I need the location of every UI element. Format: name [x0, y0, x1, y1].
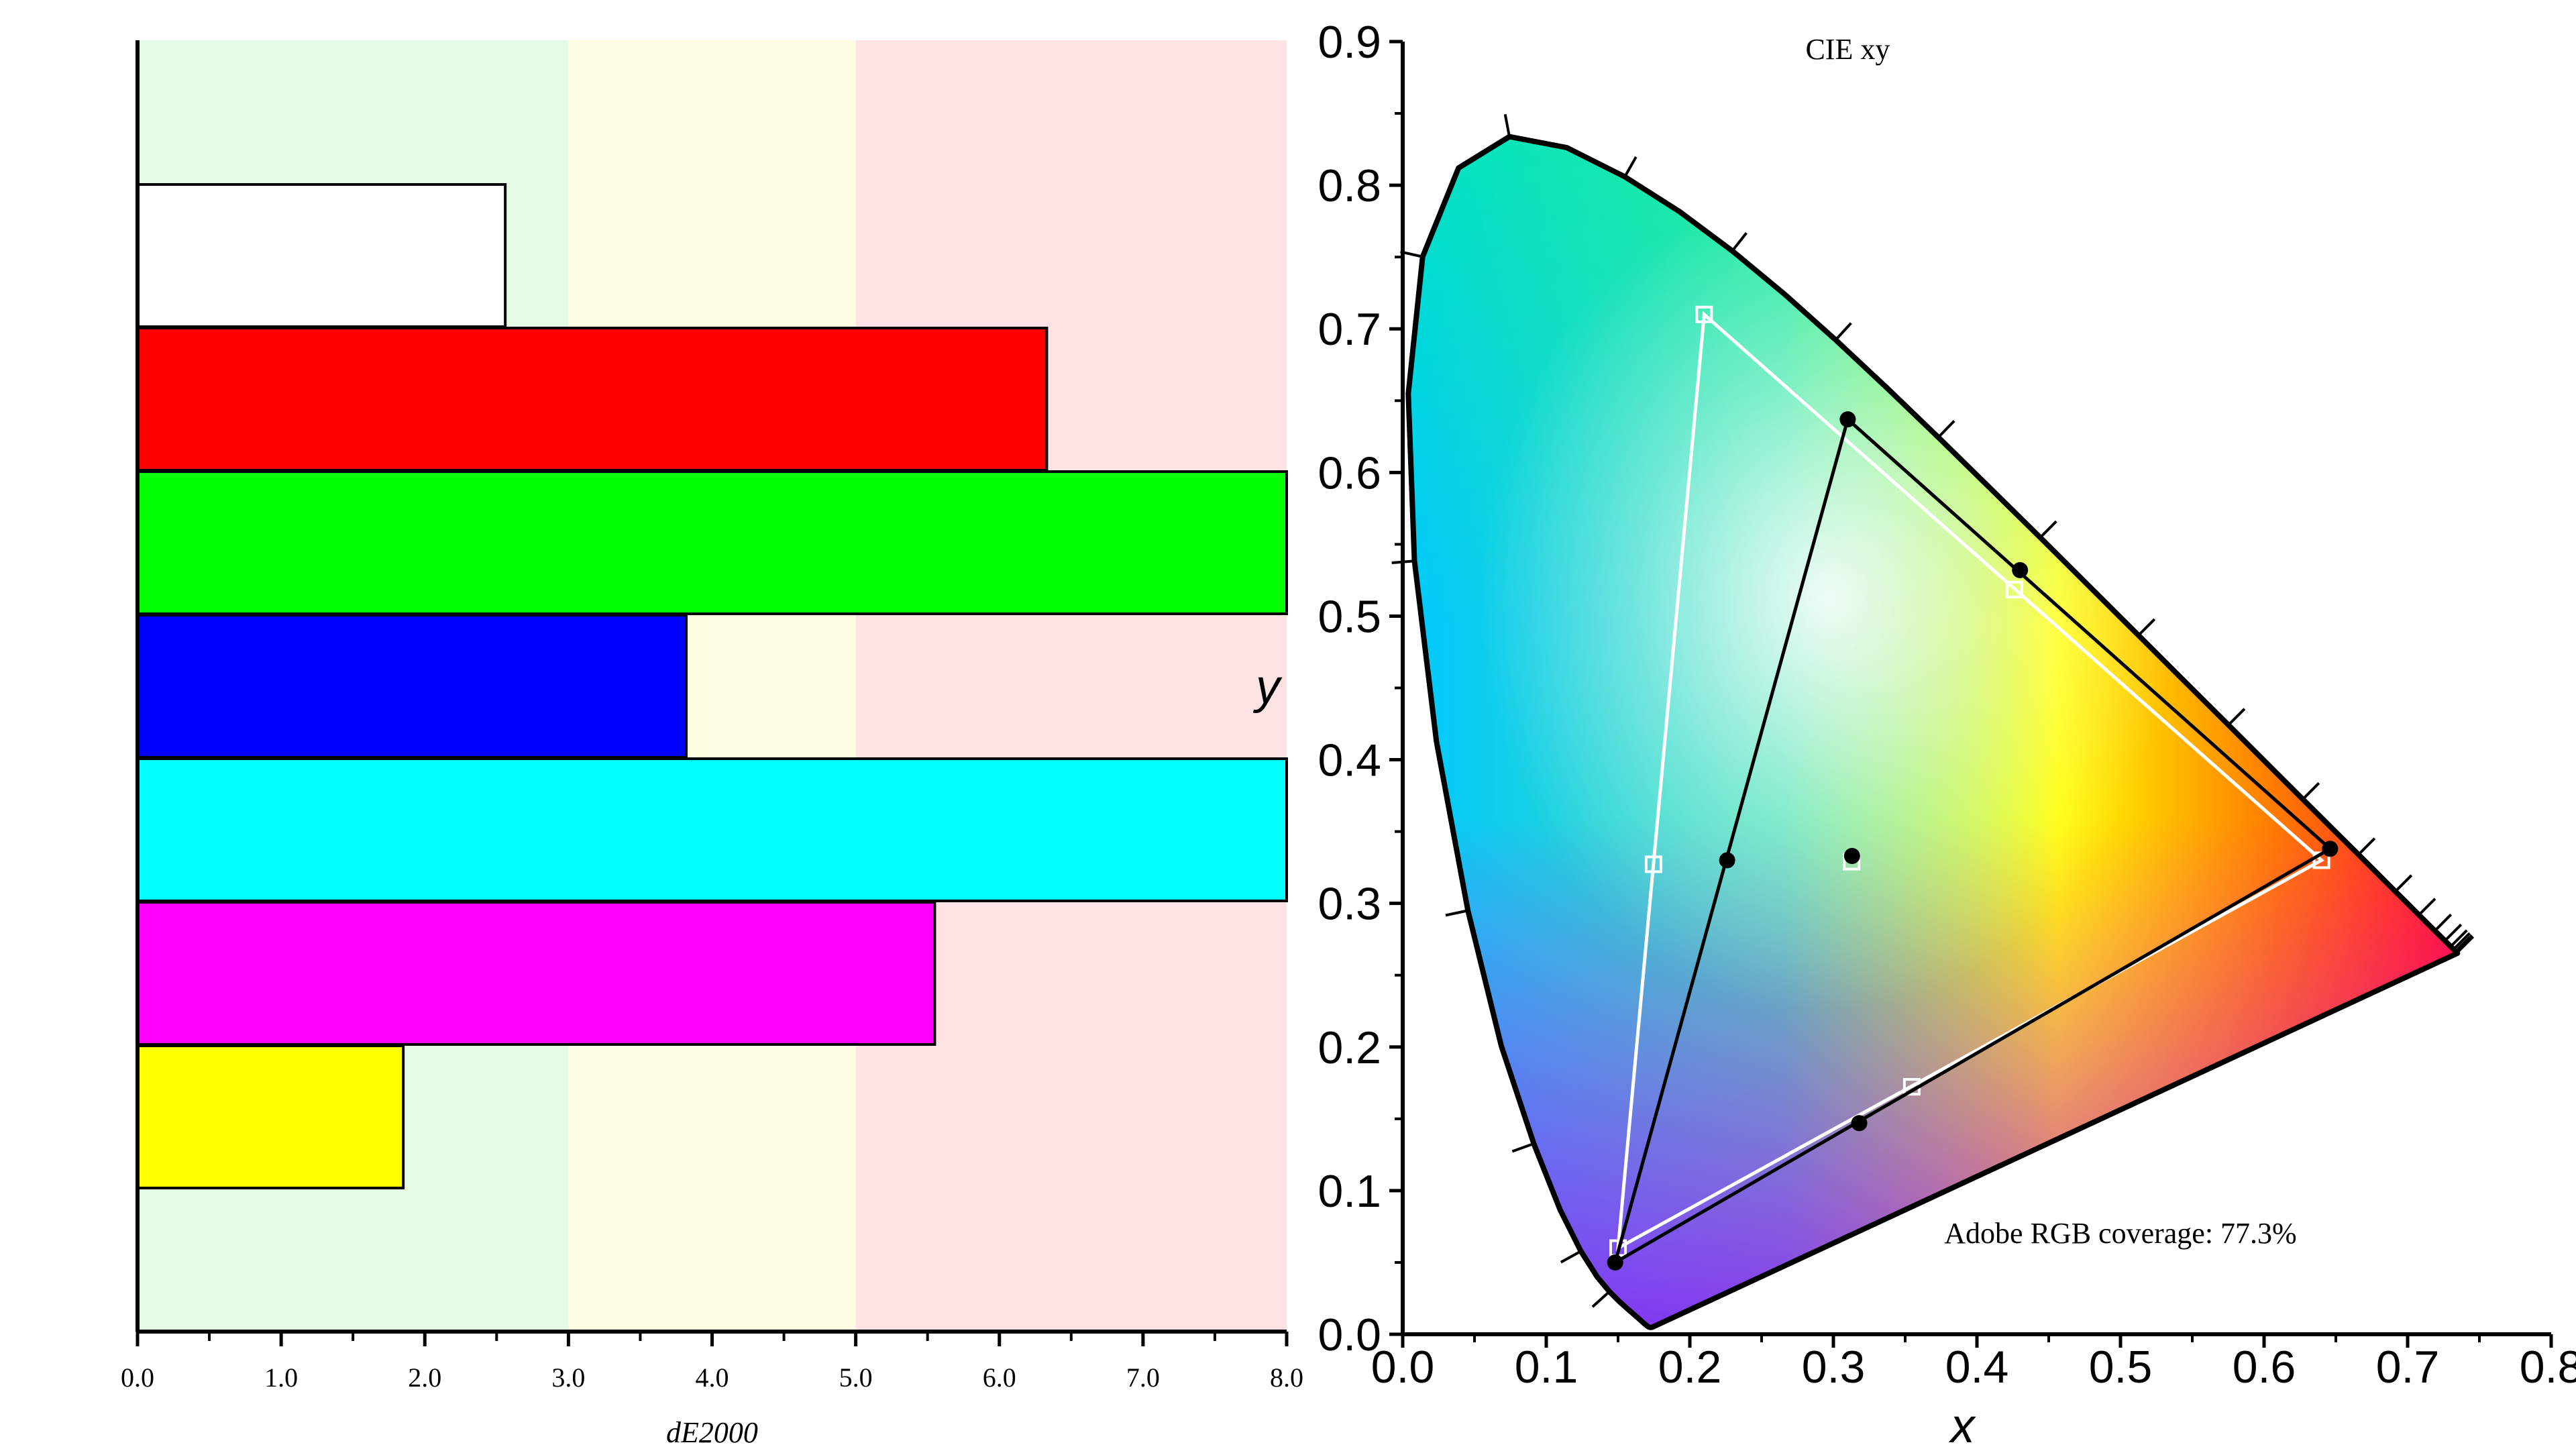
wavelength-tick [1503, 113, 1511, 138]
wavelength-tick [2453, 932, 2471, 951]
cie-y-tick-label: 0.0 [1318, 1309, 1381, 1360]
bar-white [136, 183, 507, 328]
wavelength-tick [1511, 1142, 1535, 1153]
de2000-tick-label: 1.0 [264, 1362, 298, 1393]
wavelength-tick [2039, 520, 2057, 539]
de2000-x-ticks: 0.0 1.0 2.0 3.0 4.0 5.0 6.0 7.0 8.0 [121, 1332, 1303, 1393]
gamut-ref-point [1695, 305, 1713, 323]
gamut-ref-point [1644, 855, 1662, 873]
bar-red [136, 327, 1049, 472]
cie-y-tick-label: 0.9 [1318, 17, 1381, 68]
bar-magenta [136, 901, 936, 1046]
cie-y-tick-label: 0.3 [1318, 879, 1381, 930]
wavelength-tick [2302, 782, 2320, 800]
cie-y-ticks: 0.0 0.1 0.2 0.3 0.4 0.5 0.6 0.7 0.8 0.9 [1318, 17, 1403, 1360]
cie-y-tick-label: 0.5 [1318, 591, 1381, 642]
cie-x-tick-label: 0.3 [1802, 1342, 1866, 1393]
reference-gamut [1609, 305, 2330, 1257]
cie-y-tick-label: 0.2 [1318, 1022, 1381, 1073]
wavelength-tick [2444, 923, 2463, 942]
cie-x-axis-label: x [1949, 1399, 1977, 1450]
cie-x-tick-label: 0.0 [1371, 1342, 1435, 1393]
measured-gamut [1607, 411, 2339, 1271]
wavelength-tick [2455, 934, 2473, 953]
gamut-meas-point [2322, 841, 2339, 857]
bar-green [136, 470, 1288, 615]
gamut-meas-point [1719, 852, 1735, 869]
wavelength-tick [2449, 929, 2468, 948]
de2000-tick-label: 0.0 [121, 1362, 154, 1393]
gamut-ref-point [2006, 580, 2024, 598]
cie-x-tick-label: 0.8 [2520, 1342, 2576, 1393]
cie-y-tick-label: 0.8 [1318, 160, 1381, 211]
cie-x-tick-label: 0.2 [1658, 1342, 1722, 1393]
gamut-ref-triangle [1616, 311, 2324, 1251]
gamut-meas-point [1607, 1254, 1623, 1271]
wavelength-tick [2357, 837, 2376, 856]
wavelength-tick [2456, 935, 2475, 954]
wavelength-tick [1731, 231, 1748, 252]
cie-y-tick-label: 0.7 [1318, 304, 1381, 355]
gamut-meas-point [1851, 1115, 1868, 1132]
wavelength-tick [1623, 156, 1638, 178]
de2000-tick-label: 2.0 [408, 1362, 441, 1393]
wavelength-tick [1834, 322, 1852, 341]
cie-axes: 0.0 0.1 0.2 0.3 0.4 0.5 0.6 0.7 0.8 0.0 0.1 0.2 0.3… [1318, 17, 2576, 1393]
wavelength-tick [2227, 708, 2246, 726]
cie-x-tick-label: 0.4 [1945, 1342, 2009, 1393]
tolerance-band-2 [855, 40, 1287, 1332]
cie-x-tick-label: 0.7 [2376, 1342, 2440, 1393]
gamut-meas-point [2012, 561, 2029, 578]
bar-blue [136, 614, 688, 759]
de2000-x-axis-label: dE2000 [666, 1416, 758, 1449]
spectral-locus-outline [1405, 133, 2461, 1330]
cie-x-tick-label: 0.6 [2233, 1342, 2296, 1393]
wavelength-tick [2137, 618, 2156, 637]
spectral-locus-fill [1408, 136, 2458, 1328]
cie-x-tick-label: 0.5 [2089, 1342, 2153, 1393]
de2000-tick-label: 7.0 [1126, 1362, 1160, 1393]
de2000-tick-label: 4.0 [696, 1362, 729, 1393]
bar-cyan [136, 757, 1288, 902]
wavelength-tick [2394, 874, 2413, 893]
cie-y-axis-label: y [1252, 660, 1283, 714]
cie-y-tick-label: 0.4 [1318, 735, 1381, 786]
wavelength-tick [1445, 909, 1468, 917]
wavelength-tick [1937, 420, 1955, 439]
de2000-bar-chart: 0.0 1.0 2.0 3.0 4.0 5.0 6.0 7.0 8.0 dE2000 [121, 40, 1303, 1449]
gamut-meas-point [1839, 411, 1856, 428]
de2000-tick-label: 8.0 [1270, 1362, 1303, 1393]
bar-yellow [136, 1044, 405, 1189]
cie-x-ticks: 0.0 0.1 0.2 0.3 0.4 0.5 0.6 0.7 0.8 [1371, 1334, 2576, 1393]
gamut-meas-triangle [1612, 416, 2333, 1267]
cie-y-tick-label: 0.6 [1318, 447, 1381, 498]
wavelength-tick [2434, 913, 2452, 932]
cie-xy-chart: 0.0 0.1 0.2 0.3 0.4 0.5 0.6 0.7 0.8 0.0 0.1 0.2 0.3… [1252, 17, 2576, 1453]
wavelength-tick [1591, 1290, 1611, 1308]
cie-y-tick-label: 0.1 [1318, 1166, 1381, 1217]
gamut-meas-point [1843, 848, 1860, 865]
de2000-tick-label: 5.0 [839, 1362, 873, 1393]
de2000-bars [136, 183, 1288, 1189]
cie-x-tick-label: 0.1 [1515, 1342, 1578, 1393]
cie-title: CIE xy [1805, 33, 1890, 66]
adobe-rgb-coverage: Adobe RGB coverage: 77.3% [1944, 1217, 2296, 1250]
wavelength-tick [2418, 898, 2436, 916]
de2000-tick-label: 6.0 [983, 1362, 1016, 1393]
wavelength-ticks [1391, 113, 2475, 1308]
wavelength-tick [1560, 1250, 1582, 1264]
de2000-tick-label: 3.0 [551, 1362, 585, 1393]
